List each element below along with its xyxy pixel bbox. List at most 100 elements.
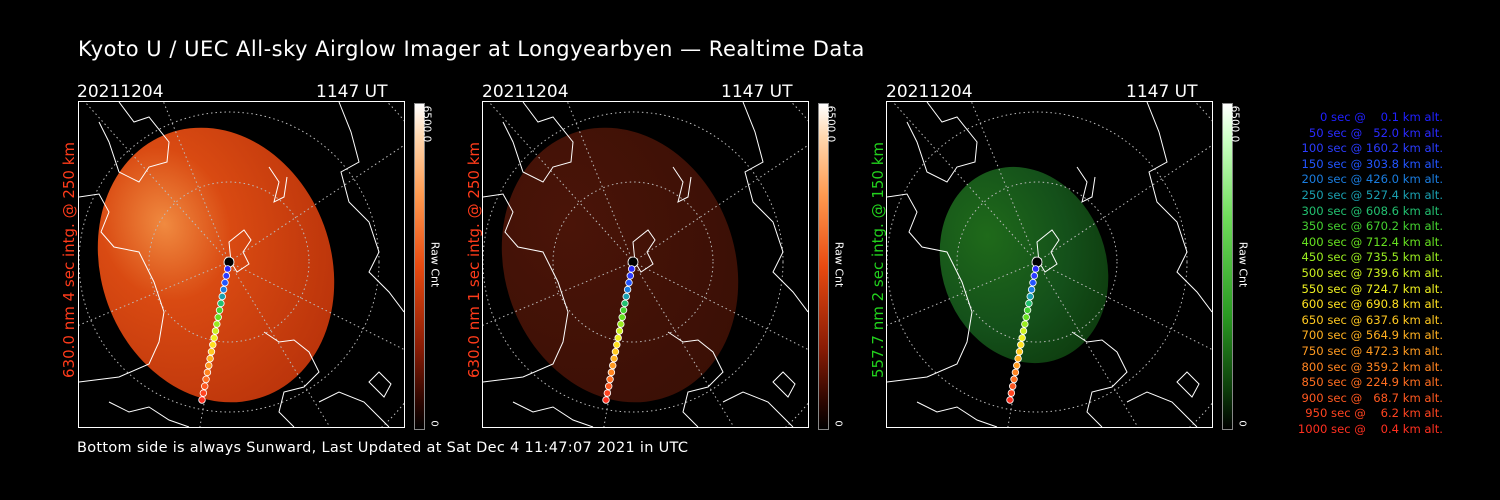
- trajectory-point: [207, 347, 216, 356]
- trajectory-point: [621, 299, 629, 308]
- coastline: [79, 193, 165, 383]
- panel-2-map-svg: [483, 102, 808, 427]
- coastline: [667, 331, 724, 427]
- coastline: [887, 193, 973, 383]
- latitude-gridline: [887, 111, 1188, 413]
- trajectory-point: [1014, 354, 1022, 363]
- legend-row: 0 sec @ 0.1 km alt.: [1319, 110, 1443, 124]
- trajectory-point: [622, 292, 630, 301]
- panel-1-colorbar: [414, 103, 425, 430]
- trajectory-point: [203, 368, 212, 377]
- latitude-gridline: [956, 181, 1118, 343]
- coastline: [98, 102, 170, 183]
- coastline: [722, 391, 794, 427]
- legend-row: 200 sec @ 426.0 km alt.: [1301, 172, 1443, 187]
- coastline: [338, 102, 404, 313]
- trajectory-point: [210, 334, 218, 342]
- trajectory-point: [1022, 313, 1030, 321]
- coastline: [368, 371, 392, 398]
- panel-1-map-svg: [79, 102, 404, 427]
- trajectory-point: [1010, 375, 1018, 383]
- longitude-gridline: [632, 261, 735, 427]
- trajectory-point: [625, 278, 633, 287]
- trajectory-point: [1017, 341, 1025, 349]
- trajectory-point: [217, 299, 225, 308]
- trajectory-point: [606, 375, 614, 383]
- legend-row: 650 sec @ 637.6 km alt.: [1301, 312, 1443, 327]
- coastline: [1071, 331, 1128, 427]
- trajectory-point: [1030, 272, 1038, 280]
- trajectory-point: [613, 341, 621, 349]
- latitude-gridline: [148, 181, 310, 343]
- trajectory-point: [199, 389, 208, 397]
- latitude-gridline: [552, 181, 714, 343]
- longitude-gridline: [228, 144, 404, 263]
- trajectory-point: [215, 306, 224, 314]
- trajectory-point: [609, 361, 617, 370]
- trajectory-point: [1007, 389, 1016, 397]
- panel-2-colorbar-max: 6500.0: [824, 105, 837, 143]
- coastline: [263, 331, 320, 427]
- trajectory-point: [627, 265, 636, 273]
- page-title: Kyoto U / UEC All-sky Airglow Imager at …: [78, 37, 865, 61]
- coastline: [268, 166, 288, 203]
- longitude-gridline: [1036, 261, 1139, 427]
- trajectory-point: [1019, 327, 1028, 335]
- legend-row: 1000 sec @ 0.4 km alt.: [1297, 422, 1443, 436]
- panel-3-wavelength-label: 557.7 nm 2 sec intg. @ 150 km: [869, 141, 887, 378]
- trajectory-point: [1029, 278, 1037, 287]
- coastline: [1146, 102, 1212, 313]
- trajectory-point: [1026, 292, 1034, 301]
- trajectory-point: [1023, 306, 1032, 314]
- trajectory-point: [603, 389, 612, 397]
- trajectory-point: [1011, 368, 1020, 377]
- trajectory-point: [614, 334, 622, 342]
- panel-2-wavelength-label: 630.0 nm 1 sec intg. @ 250 km: [465, 141, 483, 378]
- panel-3-map-svg: [887, 102, 1212, 427]
- trajectory-point: [604, 382, 613, 390]
- trajectory-point: [617, 320, 625, 328]
- trajectory-point: [1015, 347, 1024, 356]
- panel-1-time: 1147 UT: [316, 82, 388, 102]
- trajectory-point: [214, 313, 222, 321]
- trajectory-point: [626, 272, 634, 280]
- trajectory-point: [198, 396, 206, 404]
- trajectory-point: [615, 327, 624, 335]
- trajectory-point: [202, 375, 210, 383]
- panel-3-allsky-image: [886, 101, 1213, 428]
- panel-3-date: 20211204: [886, 82, 973, 102]
- trajectory-point: [223, 265, 232, 273]
- trajectory-point: [607, 368, 616, 377]
- panel-1-colorbar-max: 6500.0: [420, 105, 433, 143]
- panel-1-colorbar-min: 0: [428, 420, 440, 427]
- trajectory-point: [222, 272, 230, 280]
- footer-status: Bottom side is always Sunward, Last Upda…: [77, 440, 689, 456]
- panel-2-colorbar-min: 0: [832, 420, 844, 427]
- panel-1-date: 20211204: [77, 82, 164, 102]
- airglow-emission-region: [939, 166, 1109, 364]
- coastline: [906, 102, 978, 183]
- legend-row: 300 sec @ 608.6 km alt.: [1301, 203, 1443, 218]
- trajectory-point: [1008, 382, 1017, 390]
- longitude-gridline: [632, 261, 808, 351]
- trajectory-point: [618, 313, 626, 321]
- trajectory-point: [610, 354, 618, 363]
- panel-1-colorbar-unit: Raw Cnt: [428, 241, 442, 288]
- trajectory-point: [1013, 361, 1021, 370]
- panel-2-colorbar-unit: Raw Cnt: [832, 241, 846, 288]
- coastline: [672, 166, 692, 203]
- trajectory-point: [209, 341, 217, 349]
- legend-row: 100 sec @ 160.2 km alt.: [1301, 141, 1443, 156]
- coastline: [772, 371, 796, 398]
- legend-row: 400 sec @ 712.4 km alt.: [1301, 234, 1443, 249]
- panel-2-time: 1147 UT: [721, 82, 793, 102]
- trajectory-point: [1021, 320, 1029, 328]
- coastline: [318, 391, 390, 427]
- coastline: [1176, 371, 1200, 398]
- trajectory-point: [1027, 285, 1036, 294]
- panel-2-colorbar: [818, 103, 829, 430]
- trajectory-point: [611, 347, 620, 356]
- legend-row: 550 sec @ 724.7 km alt.: [1301, 281, 1443, 296]
- coastline: [742, 102, 808, 313]
- legend-row: 950 sec @ 6.2 km alt.: [1305, 406, 1443, 421]
